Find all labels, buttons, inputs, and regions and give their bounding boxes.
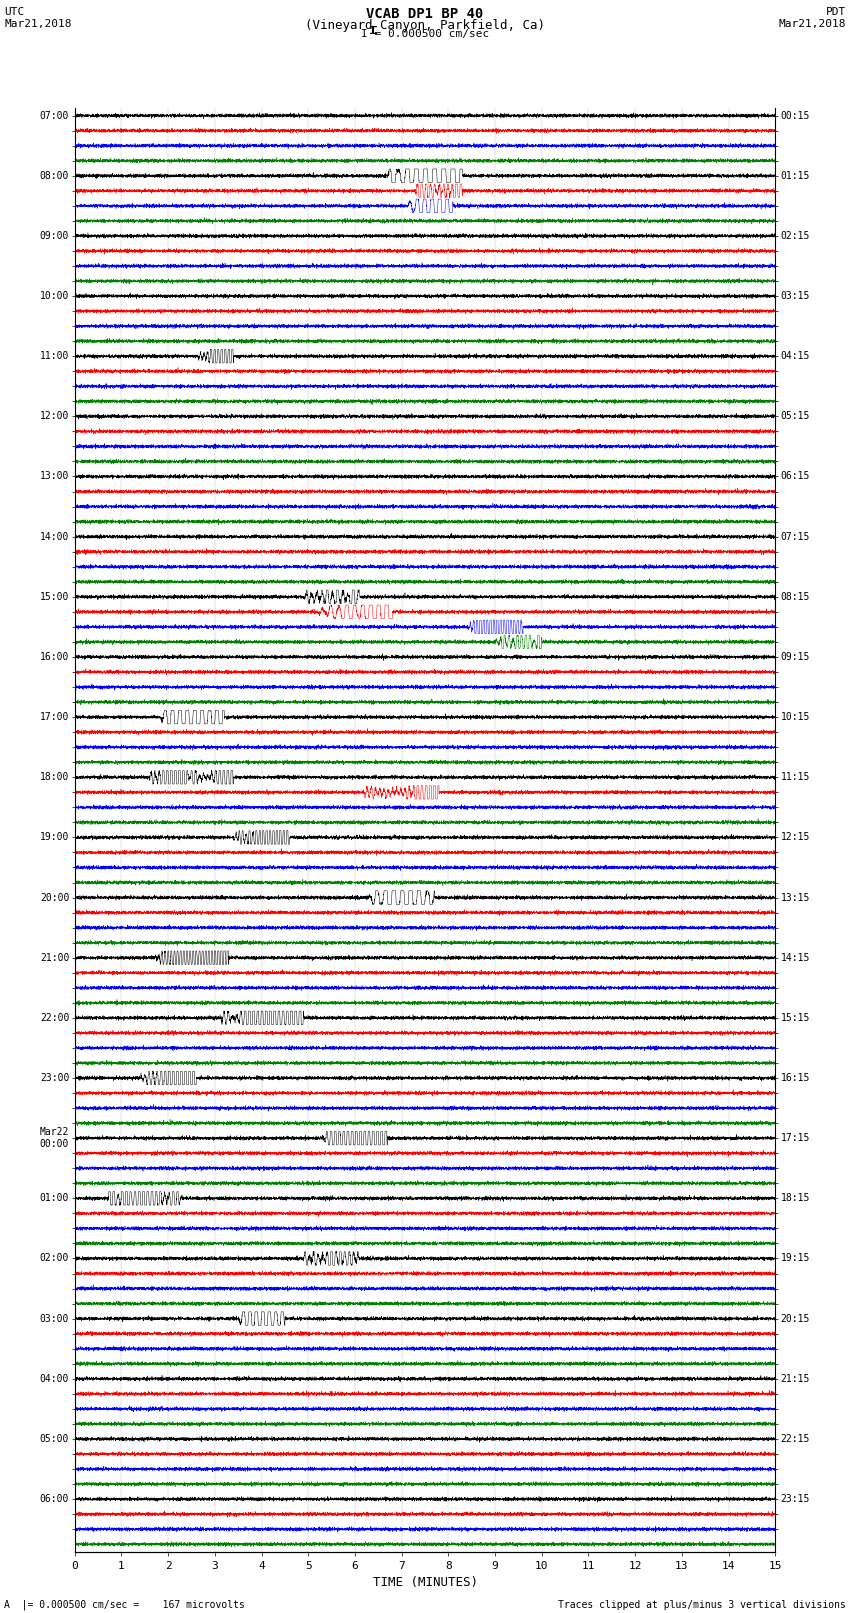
Text: VCAB DP1 BP 40: VCAB DP1 BP 40 bbox=[366, 6, 484, 21]
Text: Traces clipped at plus/minus 3 vertical divisions: Traces clipped at plus/minus 3 vertical … bbox=[558, 1600, 846, 1610]
X-axis label: TIME (MINUTES): TIME (MINUTES) bbox=[372, 1576, 478, 1589]
Text: Mar21,2018: Mar21,2018 bbox=[779, 19, 846, 29]
Text: A  |= 0.000500 cm/sec =    167 microvolts: A |= 0.000500 cm/sec = 167 microvolts bbox=[4, 1598, 245, 1610]
Text: UTC: UTC bbox=[4, 6, 25, 18]
Text: I = 0.000500 cm/sec: I = 0.000500 cm/sec bbox=[361, 29, 489, 39]
Text: PDT: PDT bbox=[825, 6, 846, 18]
Text: (Vineyard Canyon, Parkfield, Ca): (Vineyard Canyon, Parkfield, Ca) bbox=[305, 18, 545, 32]
Text: Mar21,2018: Mar21,2018 bbox=[4, 19, 71, 29]
